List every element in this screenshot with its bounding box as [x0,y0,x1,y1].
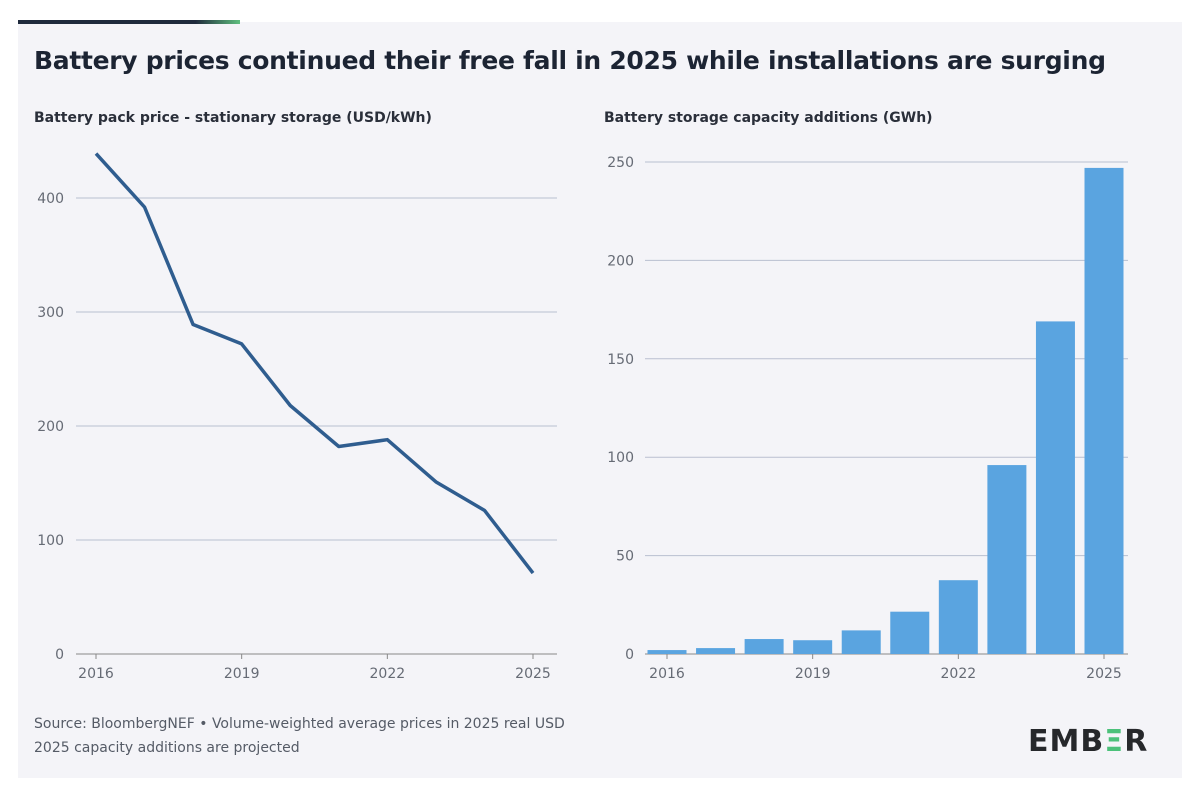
left-chart-title: Battery pack price - stationary storage … [34,110,432,126]
capacity-bar [647,650,687,654]
y-tick-label: 100 [37,533,64,549]
capacity-bar [841,630,881,654]
chart-title: Battery prices continued their free fall… [34,46,1106,75]
y-tick-label: 150 [607,352,634,368]
y-tick-label: 300 [37,305,64,321]
x-tick-label: 2019 [795,666,831,682]
x-tick-label: 2025 [1086,666,1122,682]
source-note: Source: BloombergNEF • Volume-weighted a… [34,716,565,732]
y-tick-label: 50 [616,549,634,565]
x-tick-label: 2016 [78,666,114,682]
x-tick-label: 2025 [515,666,551,682]
accent-bar [18,20,240,24]
y-tick-label: 250 [607,155,634,171]
capacity-bar [1035,321,1075,654]
x-tick-label: 2022 [941,666,977,682]
capacity-bar [793,640,833,654]
x-tick-label: 2022 [370,666,406,682]
ember-logo: EMBΞR [1028,724,1149,759]
x-tick-label: 2016 [649,666,685,682]
price-line [94,152,535,575]
right-chart-title: Battery storage capacity additions (GWh) [604,110,933,126]
y-tick-label: 400 [37,191,64,207]
y-tick-label: 200 [607,253,634,269]
y-tick-label: 200 [37,419,64,435]
capacity-bar [987,465,1027,654]
capacity-bar [744,639,784,654]
capacity-bar [890,611,930,654]
capacity-bar [696,648,736,654]
projection-note: 2025 capacity additions are projected [34,740,300,756]
y-tick-label: 100 [607,450,634,466]
y-tick-label: 0 [55,647,64,663]
capacity-bar [1084,167,1124,655]
y-tick-label: 0 [625,647,634,663]
x-tick-label: 2019 [224,666,260,682]
capacity-bar [938,580,978,654]
